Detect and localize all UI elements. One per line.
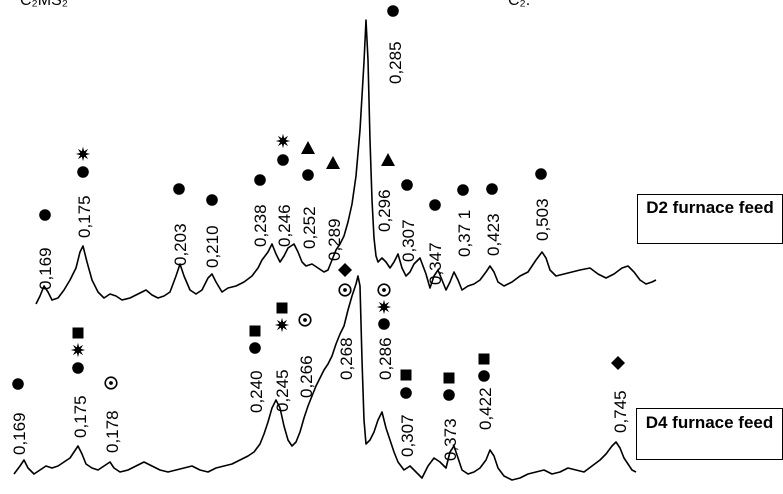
marker-triangle-d2-6-0: [301, 141, 315, 154]
marker-circle-d2-1-1: [77, 166, 89, 178]
marker-circled-dot-d4-2-0: [104, 376, 118, 390]
peak-label-d2-8: 0,285: [386, 41, 405, 84]
peak-label-d2-6: 0,252: [300, 206, 319, 249]
marker-circle-d2-8-0: [387, 5, 399, 17]
marker-circle-d2-3-0: [206, 194, 218, 206]
header-fragment-left: C₂MS₂: [20, 0, 68, 9]
marker-circled-dot-d4-7-0: [377, 283, 391, 297]
peak-label-d2-0: 0,169: [36, 247, 55, 290]
peak-label-d4-6: 0,268: [337, 337, 356, 380]
marker-diamond-d4-11-0: [611, 356, 625, 370]
marker-circle-d4-1-2: [72, 362, 84, 374]
peak-label-d4-10: 0,422: [476, 387, 495, 430]
peak-label-d2-4: 0,238: [251, 204, 270, 247]
marker-star-d4-7-1: [376, 299, 392, 315]
peak-label-d4-5: 0,266: [297, 355, 316, 398]
peak-label-d2-10: 0,307: [399, 219, 418, 262]
marker-circle-d2-0-0: [39, 209, 51, 221]
peak-label-d4-7: 0,286: [376, 337, 395, 380]
peak-label-d4-1: 0,175: [71, 395, 90, 438]
peak-label-d2-9: 0,296: [375, 189, 394, 232]
header-fragment-right: C₂.: [508, 0, 530, 9]
series-label-d4: D4 furnace feed: [636, 408, 783, 460]
peak-label-d2-7: 0,289: [325, 218, 344, 261]
peak-label-d2-12: 0,37 1: [455, 210, 474, 257]
trace-d4: [13, 275, 637, 481]
peak-label-d2-2: 0,203: [171, 223, 190, 266]
marker-triangle-d2-9-0: [381, 153, 395, 166]
peak-label-d4-2: 0,178: [103, 410, 122, 453]
marker-square-d4-1-0: [72, 327, 84, 339]
marker-square-d4-9-0: [443, 372, 455, 384]
trace-d2: [35, 19, 657, 305]
marker-circle-d4-0-0: [12, 378, 24, 390]
marker-circled-dot-d4-5-0: [298, 313, 312, 327]
marker-circle-d2-4-0: [254, 174, 266, 186]
marker-square-d4-3-0: [249, 325, 261, 337]
marker-circle-d2-13-0: [486, 183, 498, 195]
peak-label-d2-11: 0,347: [426, 242, 445, 285]
marker-circled-dot-d4-6-1: [338, 283, 352, 297]
marker-circle-d2-14-0: [535, 168, 547, 180]
peak-label-d2-1: 0,175: [75, 195, 94, 238]
marker-circle-d4-3-1: [249, 342, 261, 354]
marker-circle-d2-10-0: [401, 179, 413, 191]
peak-markers: [12, 5, 625, 401]
marker-triangle-d2-7-0: [326, 156, 340, 169]
marker-circle-d2-12-0: [457, 184, 469, 196]
marker-square-d4-4-0: [276, 302, 288, 314]
marker-star-d4-4-1: [274, 317, 290, 333]
peak-label-d4-0: 0,169: [10, 412, 29, 455]
marker-circle-d2-6-1: [302, 169, 314, 181]
marker-circle-d2-11-0: [429, 199, 441, 211]
peak-label-d2-5: 0,246: [275, 204, 294, 247]
marker-circle-d4-8-1: [400, 387, 412, 399]
marker-circle-d4-10-1: [478, 370, 490, 382]
peak-label-d4-11: 0,745: [611, 390, 630, 433]
marker-circle-d4-9-1: [443, 389, 455, 401]
peak-label-d4-4: 0,245: [273, 369, 292, 412]
peak-label-d2-13: 0,423: [484, 213, 503, 256]
traces: [13, 19, 657, 481]
marker-diamond-d4-6-0: [338, 263, 352, 277]
peak-label-d2-3: 0,210: [203, 225, 222, 268]
marker-star-d2-1-0: [75, 146, 91, 162]
peak-labels: 0,169 0,175 0,203 0,210 0,238 0,246 0,252 0,289…: [10, 41, 630, 461]
marker-square-d4-10-0: [478, 353, 490, 365]
series-label-d2: D2 furnace feed: [637, 194, 783, 244]
peak-label-d4-8: 0,307: [398, 414, 417, 457]
peak-label-d2-14: 0,503: [533, 198, 552, 241]
marker-star-d2-5-0: [275, 133, 291, 149]
marker-circle-d2-5-1: [277, 154, 289, 166]
marker-circle-d4-7-2: [378, 318, 390, 330]
peak-label-d4-9: 0,373: [441, 418, 460, 461]
marker-star-d4-1-1: [70, 342, 86, 358]
marker-square-d4-8-0: [400, 369, 412, 381]
peak-label-d4-3: 0,240: [247, 370, 266, 413]
marker-circle-d2-2-0: [173, 183, 185, 195]
